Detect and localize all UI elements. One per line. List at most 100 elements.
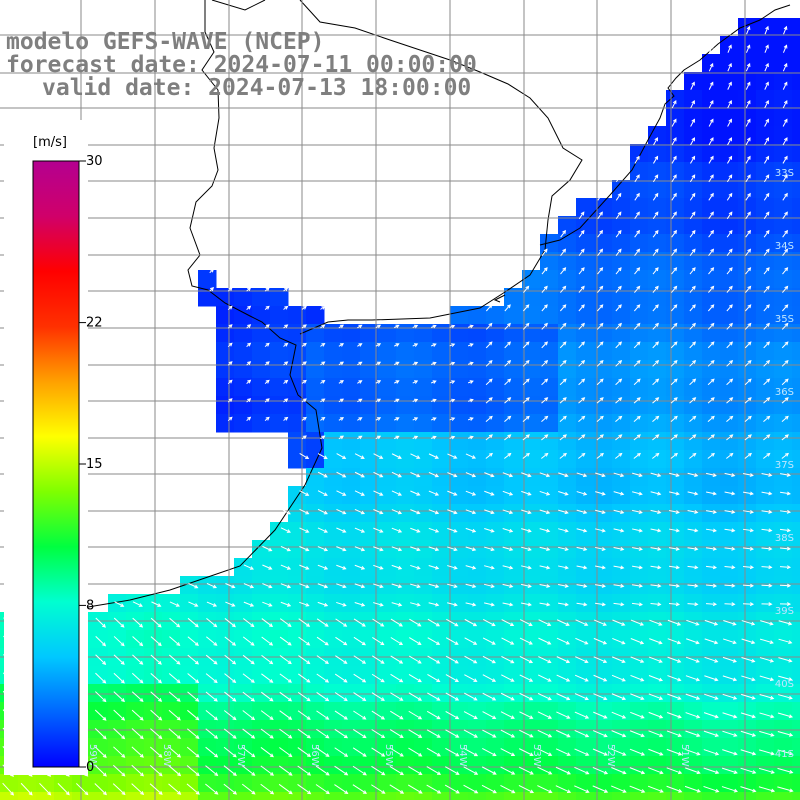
wind-arrow: [336, 471, 347, 478]
wind-arrow: [113, 617, 125, 628]
wind-arrow: [463, 784, 479, 794]
wind-arrow: [740, 730, 757, 737]
wind-arrow: [574, 711, 590, 719]
wind-arrow: [558, 509, 569, 515]
wind-arrow: [596, 397, 604, 404]
wind-arrow: [169, 636, 181, 647]
wind-arrow: [648, 693, 664, 700]
wind-arrow: [745, 62, 751, 72]
wind-arrow: [634, 229, 640, 238]
wind-arrow: [726, 174, 733, 183]
wind-arrow: [690, 118, 695, 127]
wind-arrow: [149, 746, 163, 758]
wind-arrow: [338, 398, 345, 403]
wind-arrow: [298, 618, 311, 627]
wind-arrow: [778, 638, 793, 645]
wind-arrow: [670, 304, 678, 312]
wind-arrow: [280, 564, 292, 570]
wind-arrow: [555, 748, 571, 756]
wind-arrow: [538, 637, 552, 645]
wind-arrow: [357, 361, 363, 366]
wind-arrow: [690, 137, 695, 146]
wind-arrow: [205, 710, 218, 721]
wind-arrow: [722, 638, 737, 645]
wind-arrow: [763, 248, 770, 256]
wind-arrow: [316, 673, 330, 683]
wind-arrow: [690, 81, 695, 90]
wind-arrow: [264, 398, 270, 403]
wind-arrow: [373, 546, 384, 552]
wind-arrow: [283, 342, 289, 347]
wind-arrow: [320, 398, 326, 403]
wind-arrow: [521, 583, 532, 588]
latitude-label: 33S: [775, 168, 794, 179]
wind-arrow: [428, 583, 440, 589]
wind-arrow: [781, 415, 789, 422]
wind-arrow: [279, 747, 293, 758]
wind-arrow: [375, 343, 382, 347]
wind-arrow: [149, 764, 163, 777]
wind-arrow: [708, 100, 714, 109]
wind-arrow: [764, 81, 769, 90]
wind-arrow: [667, 619, 682, 626]
wind-arrow: [611, 711, 627, 719]
wind-arrow: [671, 229, 677, 238]
wind-arrow: [168, 746, 182, 758]
wind-arrow: [705, 510, 717, 514]
wind-arrow: [264, 324, 270, 329]
wind-arrow: [223, 746, 237, 758]
wind-arrow: [482, 637, 496, 645]
wind-arrow: [504, 304, 511, 312]
wind-arrow: [630, 656, 645, 663]
wind-arrow: [484, 509, 495, 515]
wind-arrow: [576, 546, 588, 551]
wind-arrow: [541, 452, 549, 459]
wind-arrow: [283, 305, 289, 310]
wind-arrow: [279, 728, 293, 739]
wind-arrow: [615, 248, 622, 256]
wind-arrow: [687, 583, 699, 588]
wind-arrow: [764, 44, 769, 53]
wind-arrow: [426, 766, 442, 775]
wind-arrow: [578, 341, 586, 349]
colorbar-tick-label: 15: [86, 457, 103, 472]
wind-arrow: [375, 324, 382, 329]
wind-arrow: [593, 674, 608, 682]
wind-arrow: [685, 656, 700, 663]
valid-date: valid date: 2024-07-13 18:00:00: [42, 75, 472, 101]
wind-arrow: [299, 508, 310, 515]
wind-arrow: [206, 582, 218, 589]
wind-arrow: [724, 602, 736, 607]
wind-arrow: [316, 618, 329, 627]
wind-arrow: [615, 452, 623, 459]
wind-arrow: [467, 380, 474, 384]
wind-arrow: [745, 229, 751, 238]
wind-arrow: [653, 137, 658, 146]
wind-arrow: [150, 691, 163, 702]
wind-arrow: [726, 248, 733, 256]
wind-arrow: [671, 118, 677, 127]
colorbar-tick-label: 8: [86, 598, 94, 613]
wind-arrow: [574, 730, 590, 738]
wind-arrow: [131, 691, 144, 703]
wind-arrow: [427, 674, 441, 683]
wind-arrow: [502, 472, 514, 478]
wind-arrow: [782, 192, 788, 201]
latitude-label: 34S: [775, 241, 794, 252]
wind-arrow: [704, 619, 719, 626]
wind-arrow: [596, 341, 604, 349]
wind-arrow: [502, 490, 514, 496]
wind-arrow: [556, 619, 570, 626]
wind-arrow: [317, 527, 329, 533]
wind-arrow: [447, 565, 458, 570]
wind-arrow: [763, 285, 770, 293]
wind-arrow: [689, 322, 696, 330]
wind-arrow: [539, 546, 551, 552]
wind-arrow: [227, 379, 233, 385]
wind-arrow: [595, 491, 606, 496]
latitude-label: 37S: [775, 460, 794, 471]
wind-arrow: [352, 784, 367, 794]
wind-arrow: [301, 416, 307, 421]
wind-arrow: [689, 415, 697, 422]
wind-arrow: [394, 398, 400, 403]
